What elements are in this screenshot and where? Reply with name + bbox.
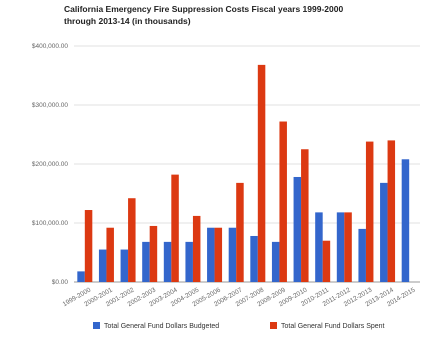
- bar-budgeted: [228, 227, 237, 282]
- bar-spent: [322, 240, 331, 282]
- bar-spent: [106, 227, 114, 282]
- legend-swatch-spent: [270, 322, 277, 329]
- legend-item-budgeted: Total General Fund Dollars Budgeted: [93, 322, 219, 330]
- bar-budgeted: [77, 271, 85, 282]
- bar-spent: [214, 227, 223, 282]
- y-tick-label: $0.00: [52, 279, 69, 286]
- bar-spent: [236, 182, 244, 282]
- bar-budgeted: [336, 212, 345, 282]
- bar-budgeted: [142, 241, 150, 282]
- bar-spent: [344, 212, 352, 282]
- bar-budgeted: [250, 235, 258, 282]
- y-tick-label: $200,000.00: [32, 161, 69, 168]
- bar-budgeted: [401, 159, 410, 282]
- bar-budgeted: [315, 212, 323, 282]
- bar-spent: [128, 198, 136, 282]
- bar-budgeted: [358, 228, 366, 282]
- bar-spent: [149, 225, 158, 282]
- bar-spent: [84, 210, 93, 282]
- y-tick-label: $100,000.00: [32, 220, 69, 227]
- legend-item-spent: Total General Fund Dollars Spent: [270, 322, 385, 330]
- bar-spent: [257, 64, 266, 282]
- bar-budgeted: [98, 249, 107, 282]
- bar-spent: [301, 149, 309, 282]
- legend-swatch-budgeted: [93, 322, 100, 329]
- bar-spent: [192, 215, 201, 282]
- bar-budgeted: [207, 227, 215, 282]
- bar-spent: [171, 174, 179, 282]
- x-axis-ticks: 1999-20002000-20012001-20022002-20032003…: [62, 286, 417, 308]
- bars: [77, 64, 410, 283]
- bar-budgeted: [380, 182, 388, 282]
- legend-label-budgeted: Total General Fund Dollars Budgeted: [104, 323, 220, 330]
- chart-title-line-2: through 2013-14 (in thousands): [64, 16, 191, 26]
- bar-spent: [279, 121, 287, 283]
- chart-title: California Emergency Fire Suppression Co…: [64, 3, 404, 27]
- y-tick-label: $300,000.00: [32, 102, 69, 109]
- bar-budgeted: [163, 241, 172, 282]
- y-tick-label: $400,000.00: [32, 43, 69, 50]
- y-axis-ticks: $0.00 $100,000.00 $200,000.00 $300,000.00 $4…: [32, 43, 69, 286]
- bar-spent: [387, 140, 396, 282]
- bar-budgeted: [293, 176, 302, 282]
- bar-budgeted: [271, 241, 280, 282]
- bar-budgeted: [120, 249, 129, 282]
- bar-budgeted: [185, 241, 193, 282]
- legend-label-spent: Total General Fund Dollars Spent: [281, 323, 385, 330]
- chart-title-line-1: California Emergency Fire Suppression Co…: [64, 4, 344, 14]
- bar-spent: [365, 141, 374, 282]
